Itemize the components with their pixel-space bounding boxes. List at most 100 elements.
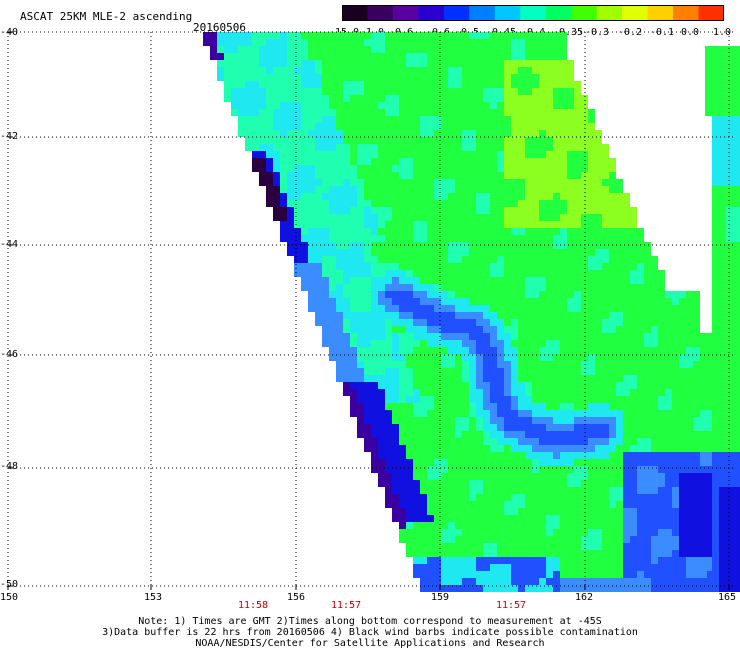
swath-cell xyxy=(719,452,726,459)
swath-cell xyxy=(532,228,539,235)
swath-cell xyxy=(623,578,630,585)
swath-cell xyxy=(539,466,546,473)
swath-cell xyxy=(385,123,392,130)
swath-cell xyxy=(287,81,294,88)
swath-cell xyxy=(504,347,511,354)
swath-cell xyxy=(378,347,385,354)
swath-cell xyxy=(322,340,329,347)
swath-cell xyxy=(719,382,726,389)
swath-cell xyxy=(315,235,322,242)
swath-cell xyxy=(595,305,602,312)
swath-cell xyxy=(616,298,623,305)
swath-cell xyxy=(392,158,399,165)
swath-cell xyxy=(511,116,518,123)
swath-cell xyxy=(455,123,462,130)
swath-cell xyxy=(280,165,287,172)
swath-cell xyxy=(602,536,609,543)
swath-cell xyxy=(399,298,406,305)
swath-cell xyxy=(700,578,707,585)
swath-cell xyxy=(434,172,441,179)
swath-cell xyxy=(434,333,441,340)
swath-cell xyxy=(399,319,406,326)
swath-cell xyxy=(455,46,462,53)
swath-cell xyxy=(532,529,539,536)
swath-cell xyxy=(602,466,609,473)
swath-cell xyxy=(595,585,602,592)
swath-cell xyxy=(511,172,518,179)
swath-cell xyxy=(651,403,658,410)
swath-cell xyxy=(427,354,434,361)
swath-cell xyxy=(322,88,329,95)
swath-cell xyxy=(294,130,301,137)
swath-cell xyxy=(616,263,623,270)
swath-cell xyxy=(700,361,707,368)
swath-cell xyxy=(483,137,490,144)
swath-cell xyxy=(560,417,567,424)
swath-cell xyxy=(651,578,658,585)
swath-cell xyxy=(399,137,406,144)
swath-cell xyxy=(364,340,371,347)
swath-cell xyxy=(301,88,308,95)
swath-cell xyxy=(420,270,427,277)
swath-cell xyxy=(448,95,455,102)
swath-cell xyxy=(427,137,434,144)
swath-cell xyxy=(343,60,350,67)
swath-cell xyxy=(588,585,595,592)
swath-cell xyxy=(483,466,490,473)
swath-cell xyxy=(602,452,609,459)
swath-cell xyxy=(637,543,644,550)
swath-cell xyxy=(546,81,553,88)
swath-cell xyxy=(392,144,399,151)
swath-cell xyxy=(413,158,420,165)
swath-cell xyxy=(441,256,448,263)
swath-cell xyxy=(280,53,287,60)
swath-cell xyxy=(733,501,740,508)
swath-cell xyxy=(525,67,532,74)
swath-cell xyxy=(539,291,546,298)
swath-cell xyxy=(651,340,658,347)
swath-cell xyxy=(420,368,427,375)
swath-cell xyxy=(343,291,350,298)
swath-cell xyxy=(469,270,476,277)
swath-cell xyxy=(420,144,427,151)
swath-cell xyxy=(560,571,567,578)
swath-cell xyxy=(504,466,511,473)
swath-cell xyxy=(399,151,406,158)
swath-cell xyxy=(539,102,546,109)
swath-cell xyxy=(420,480,427,487)
swath-cell xyxy=(504,214,511,221)
swath-cell xyxy=(217,60,224,67)
swath-cell xyxy=(532,445,539,452)
swath-cell xyxy=(252,74,259,81)
swath-cell xyxy=(420,361,427,368)
swath-cell xyxy=(581,326,588,333)
swath-cell xyxy=(224,88,231,95)
swath-cell xyxy=(399,179,406,186)
swath-cell xyxy=(462,263,469,270)
swath-cell xyxy=(413,305,420,312)
swath-cell xyxy=(546,88,553,95)
swath-cell xyxy=(483,74,490,81)
swath-cell xyxy=(392,347,399,354)
swath-cell xyxy=(719,81,726,88)
swath-cell xyxy=(497,284,504,291)
swath-cell xyxy=(602,578,609,585)
swath-cell xyxy=(266,179,273,186)
swath-cell xyxy=(322,137,329,144)
swath-cell xyxy=(539,109,546,116)
swath-cell xyxy=(719,74,726,81)
swath-cell xyxy=(560,186,567,193)
swath-cell xyxy=(712,508,719,515)
swath-cell xyxy=(448,361,455,368)
swath-cell xyxy=(476,207,483,214)
swath-cell xyxy=(413,130,420,137)
swath-cell xyxy=(329,214,336,221)
swath-cell xyxy=(420,158,427,165)
swath-cell xyxy=(623,249,630,256)
swath-cell xyxy=(490,130,497,137)
swath-cell xyxy=(665,522,672,529)
swath-cell xyxy=(259,81,266,88)
swath-cell xyxy=(476,347,483,354)
swath-cell xyxy=(301,74,308,81)
swath-cell xyxy=(525,452,532,459)
